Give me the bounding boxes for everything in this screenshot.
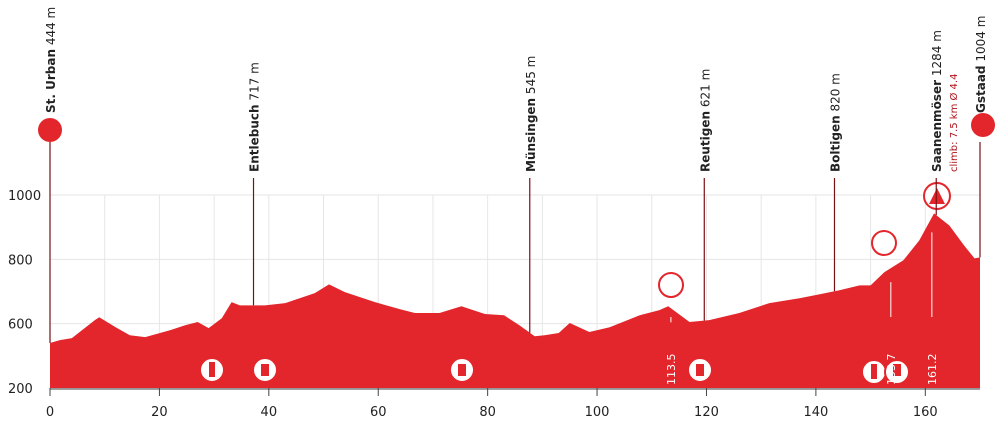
place-elevation: 820 m	[828, 73, 842, 111]
x-tick-label: 140	[803, 405, 828, 420]
place-name: Reutigen	[698, 111, 712, 172]
place-elevation: 444 m	[44, 7, 58, 45]
start-finish-icons	[38, 113, 995, 142]
place-label: Gstaad 1004 m	[974, 16, 988, 113]
x-tick-label: 40	[261, 405, 278, 420]
place-name: St. Urban	[44, 49, 58, 113]
profile	[50, 213, 980, 388]
x-tick-label: 20	[151, 405, 168, 420]
place-name: Entlebuch	[248, 104, 262, 172]
x-tick-label: 120	[694, 405, 719, 420]
place-name: Gstaad	[974, 65, 988, 113]
profile-area	[50, 213, 980, 388]
place-name: Boltigen	[828, 115, 842, 172]
place-label: Münsingen 545 m	[524, 56, 538, 172]
place-elevation: 1284 m	[930, 30, 944, 76]
place-elevation: 1004 m	[974, 16, 988, 62]
place-name: Saanenmöser	[930, 80, 944, 172]
km-marker-label: 113.5	[665, 354, 678, 386]
place-label: St. Urban 444 m	[44, 7, 58, 113]
place-name: Münsingen	[524, 98, 538, 172]
place-label: Saanenmöser 1284 m	[930, 30, 944, 172]
x-tick-label: 0	[46, 405, 54, 420]
km-marker-label: 161.2	[926, 354, 939, 386]
x-tick-label: 80	[479, 405, 496, 420]
y-tick-label: 800	[8, 253, 33, 268]
place-label: Entlebuch 717 m	[248, 62, 262, 172]
km-marker-label: 153.7	[885, 354, 898, 386]
x-tick-label: 60	[370, 405, 387, 420]
place-label: Boltigen 820 m	[828, 73, 842, 172]
y-tick-label: 200	[8, 382, 33, 397]
x-tick-label: 100	[585, 405, 610, 420]
sprint-icons	[658, 230, 897, 298]
y-tick-label: 1000	[8, 189, 41, 204]
x-tick-label: 160	[913, 405, 938, 420]
place-elevation: 621 m	[698, 69, 712, 107]
place-label: Reutigen 621 m	[698, 69, 712, 172]
place-elevation: 717 m	[248, 62, 262, 100]
icon-glyphs	[209, 362, 901, 379]
climb-label: climb: 7.5 km Ø 4.4	[948, 74, 960, 172]
overlay: St. Urban 444 m Entlebuch 717 m Münsingen …	[38, 7, 995, 385]
kom-icon	[923, 182, 951, 210]
place-elevation: 545 m	[524, 56, 538, 94]
y-tick-label: 600	[8, 318, 33, 333]
